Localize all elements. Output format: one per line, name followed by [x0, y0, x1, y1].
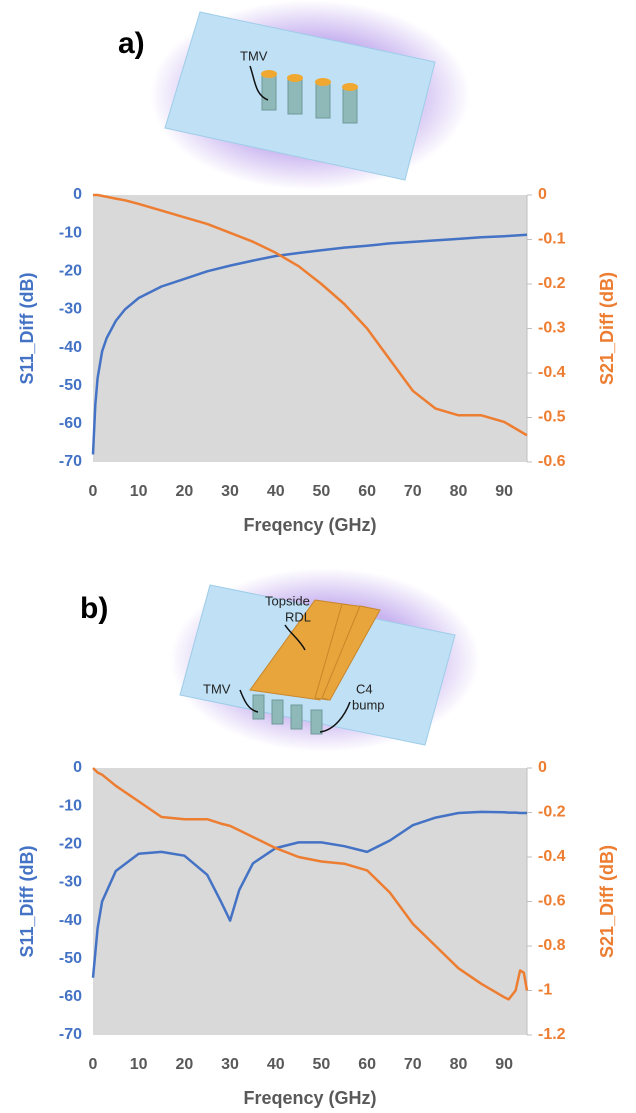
- arrow: [239, 689, 259, 713]
- x-tick-label: 60: [358, 483, 376, 500]
- via: [287, 78, 303, 115]
- x-tick-label: 20: [175, 483, 193, 500]
- x-tick-label: 70: [404, 1056, 422, 1073]
- y-tick-label: 0: [73, 759, 82, 776]
- x-tick-label: 40: [267, 1056, 285, 1073]
- y2-tick-label: -0.2: [538, 804, 566, 821]
- x-tick-label: 40: [267, 483, 285, 500]
- y-tick-label: -40: [59, 912, 82, 929]
- y-tick-label: -40: [59, 339, 82, 356]
- x-tick-label: 80: [450, 483, 468, 500]
- y2-tick-label: -1: [538, 982, 552, 999]
- x-tick-label: 60: [358, 1056, 376, 1073]
- y-axis-title: S11_Diff (dB): [17, 845, 37, 957]
- via: [290, 704, 303, 730]
- via: [271, 699, 284, 725]
- y-tick-label: -30: [59, 874, 82, 891]
- annotation: TMV: [203, 681, 231, 696]
- y2-tick-label: -1.2: [538, 1026, 566, 1043]
- y2-tick-label: -0.1: [538, 231, 566, 248]
- y2-tick-label: -0.6: [538, 893, 566, 910]
- panel-label: b): [80, 592, 108, 625]
- y-tick-label: -50: [59, 377, 82, 394]
- x-axis-title: Freqency (GHz): [243, 1088, 376, 1108]
- series-line: [93, 193, 528, 437]
- x-tick-label: 30: [221, 1056, 239, 1073]
- via: [261, 74, 277, 111]
- y2-axis-title: S21_Diff (dB): [597, 845, 617, 958]
- x-tick-label: 90: [495, 483, 513, 500]
- y-tick-label: -30: [59, 301, 82, 318]
- via-pads: [261, 70, 358, 91]
- y2-tick-label: -0.8: [538, 937, 566, 954]
- x-tick-label: 50: [313, 483, 331, 500]
- y-tick-label: -20: [59, 836, 82, 853]
- x-tick-label: 70: [404, 483, 422, 500]
- x-tick-label: 10: [130, 1056, 148, 1073]
- y-axis-title: S11_Diff (dB): [17, 272, 37, 384]
- panel-label: a): [118, 27, 145, 60]
- y-tick-label: 0: [73, 186, 82, 203]
- y-tick-label: -60: [59, 415, 82, 432]
- annotation: Topside: [265, 593, 310, 608]
- via: [342, 87, 358, 124]
- plot-area: [93, 768, 527, 1035]
- arrow: [284, 624, 306, 651]
- y2-tick-label: 0: [538, 186, 547, 203]
- y2-tick-label: 0: [538, 759, 547, 776]
- annotation: bump: [352, 697, 385, 712]
- vias: [261, 74, 358, 124]
- arrow: [249, 65, 269, 101]
- y-tick-label: -70: [59, 453, 82, 470]
- x-tick-label: 50: [313, 1056, 331, 1073]
- annotation: RDL: [285, 609, 311, 624]
- y2-tick-label: -0.5: [538, 409, 566, 426]
- arrow: [319, 701, 351, 733]
- y2-tick-label: -0.6: [538, 453, 566, 470]
- via: [252, 694, 265, 720]
- y-tick-label: -10: [59, 224, 82, 241]
- via: [315, 82, 331, 119]
- y2-tick-label: -0.2: [538, 275, 566, 292]
- x-tick-label: 30: [221, 483, 239, 500]
- series-line: [91, 810, 527, 978]
- vias: [252, 694, 323, 735]
- y-tick-label: -10: [59, 797, 82, 814]
- illustration-a: TMV: [150, 0, 470, 190]
- annotation: TMV: [240, 48, 268, 63]
- y2-axis-title: S21_Diff (dB): [597, 272, 617, 385]
- pad: [261, 70, 277, 78]
- annotation: C4: [356, 681, 373, 696]
- y-tick-label: -60: [59, 988, 82, 1005]
- series-line: [91, 233, 528, 455]
- series-line: [92, 767, 529, 1001]
- illustration-b: Topside RDL TMV C4 bump: [170, 568, 480, 752]
- y2-tick-label: -0.4: [538, 848, 566, 865]
- pad: [342, 83, 358, 91]
- pad: [315, 78, 331, 86]
- x-tick-label: 80: [450, 1056, 468, 1073]
- y2-tick-label: -0.3: [538, 320, 566, 337]
- x-tick-label: 90: [495, 1056, 513, 1073]
- x-axis-title: Freqency (GHz): [243, 515, 376, 535]
- y-tick-label: -20: [59, 263, 82, 280]
- y2-tick-label: -0.4: [538, 364, 566, 381]
- x-tick-label: 0: [89, 483, 98, 500]
- via: [310, 709, 323, 735]
- rdl: [321, 605, 381, 701]
- x-tick-label: 0: [89, 1056, 98, 1073]
- x-tick-label: 20: [175, 1056, 193, 1073]
- pad: [287, 74, 303, 82]
- plot-area: [93, 195, 527, 462]
- y-tick-label: -70: [59, 1026, 82, 1043]
- x-tick-label: 10: [130, 483, 148, 500]
- y-tick-label: -50: [59, 950, 82, 967]
